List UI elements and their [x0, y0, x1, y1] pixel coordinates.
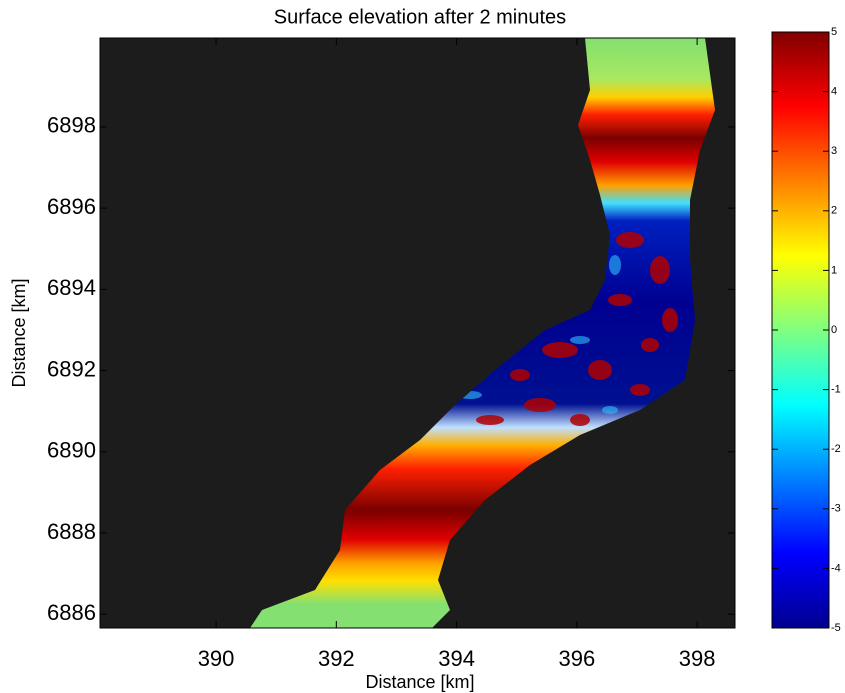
- y-tick-label: 6894: [47, 275, 96, 300]
- colorbar-tick-label: 2: [831, 205, 837, 217]
- colorbar-tick-label: 5: [831, 26, 837, 38]
- x-tick-label: 398: [679, 646, 716, 671]
- y-tick-label: 6890: [47, 438, 96, 463]
- colorbar-tick-label: 0: [831, 324, 837, 336]
- colorbar-tick-label: -2: [831, 443, 841, 455]
- plot-area: [99, 37, 736, 629]
- y-tick-label: 6896: [47, 194, 96, 219]
- x-tick-label: 392: [318, 646, 355, 671]
- x-axis-label: Distance [km]: [365, 672, 474, 692]
- colorbar-tick-label: 1: [831, 264, 837, 276]
- y-tick-label: 6888: [47, 519, 96, 544]
- x-tick-label: 396: [558, 646, 595, 671]
- colorbar: -5 -4 -3 -2 -1 0 1 2 3 4 5: [771, 26, 841, 634]
- y-tick-label: 6898: [47, 113, 96, 138]
- colorbar-tick-label: -3: [831, 503, 841, 515]
- chart-title: Surface elevation after 2 minutes: [274, 6, 566, 28]
- colorbar-tick-label: -5: [831, 622, 841, 634]
- colorbar-tick-label: 3: [831, 145, 837, 157]
- plot-frame: [99, 37, 736, 629]
- colorbar-tick-label: -1: [831, 384, 841, 396]
- y-tick-label: 6892: [47, 356, 96, 381]
- x-tick-label: 390: [198, 646, 235, 671]
- x-tick-label: 394: [438, 646, 475, 671]
- y-axis-label: Distance [km]: [9, 278, 29, 387]
- y-tick-label: 6886: [47, 600, 96, 625]
- colorbar-tick-label: -4: [831, 562, 841, 574]
- colorbar-tick-label: 4: [831, 86, 837, 98]
- colorbar-scale: [771, 31, 830, 629]
